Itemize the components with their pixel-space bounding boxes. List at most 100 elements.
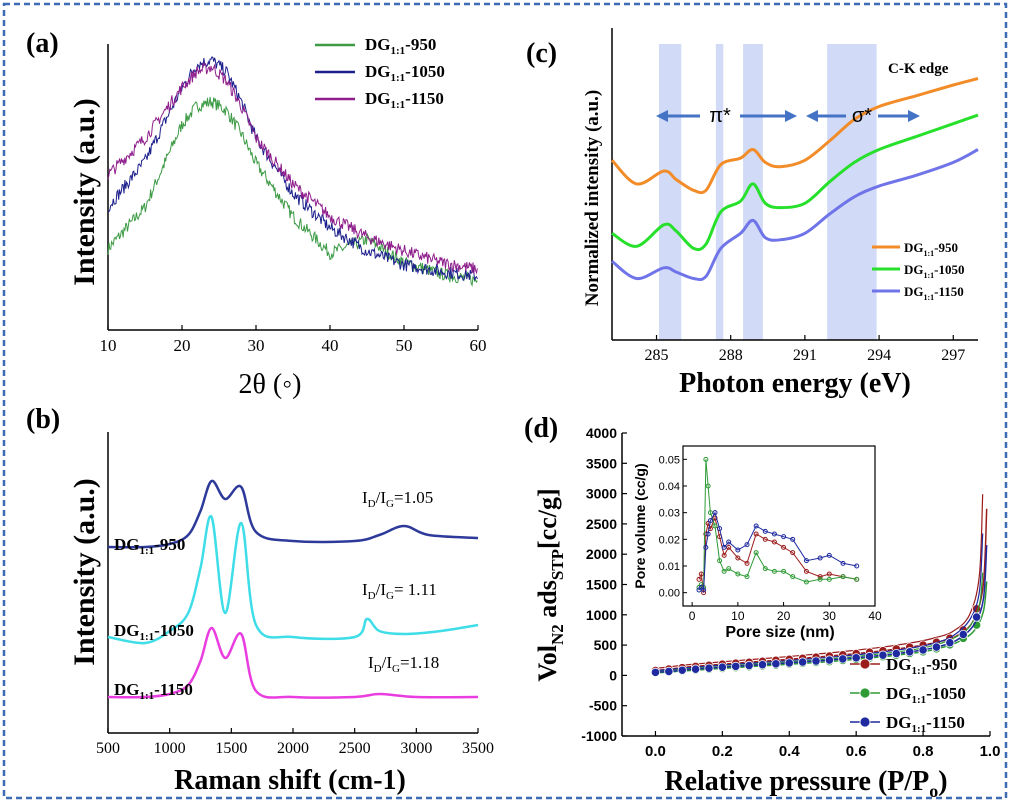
- inset-point-1: [803, 579, 809, 585]
- inset-line-1: [698, 459, 857, 589]
- legend-d-marker-2: [859, 716, 871, 728]
- panel-d-xtick-label-4: 0.8: [913, 743, 934, 760]
- raman-name-0: DG1:1-950: [114, 535, 185, 557]
- panel-d-ytick-label-2: 0: [609, 667, 617, 683]
- sigma-arrow-left-head: [806, 110, 818, 122]
- panel-c-xtick-label-0: 285: [645, 347, 669, 364]
- legend-c-label-1-main: DG: [904, 262, 924, 277]
- inset-point-0: [803, 568, 809, 574]
- inset-point-1: [703, 456, 709, 462]
- panel-c-xtick-label-1: 288: [719, 347, 743, 364]
- panel-c-xtick-label-2: 291: [793, 347, 817, 364]
- inset-point-2: [707, 518, 713, 524]
- isotherm-point-2: [972, 612, 982, 622]
- legend-d-label-2-sub: 1:1: [912, 723, 927, 735]
- legend-d-label-1-sub: 1:1: [912, 694, 927, 706]
- inset-xtick-label-0: 0: [689, 609, 696, 623]
- inset-point-1: [717, 558, 723, 564]
- inset-xtick-label-3: 30: [823, 609, 837, 623]
- raman-name-1-suffix: -1050: [154, 621, 194, 640]
- inset-ytick-label-4: 0.04: [659, 481, 680, 493]
- legend-a-label-0: DG1:1-950: [365, 35, 436, 57]
- legend-d-marker-1: [859, 687, 871, 699]
- panel-c: (c) 285 288 291 294 297 π* σ* C-K edge Photo…: [526, 28, 979, 399]
- raman-ratio-0-d: D: [368, 498, 376, 510]
- legend-c-label-2: DG1:1-1150: [904, 284, 964, 302]
- sigma-arrow-right-head: [908, 110, 920, 122]
- raman-ratio-2-g: G: [392, 663, 400, 675]
- panel-a-xtick-label-0: 10: [100, 336, 117, 355]
- legend-a-label-1-main: DG: [365, 62, 391, 81]
- inset-xtick-label-4: 40: [868, 609, 882, 623]
- legend-c-label-0-sub: 1:1: [924, 249, 935, 258]
- legend-c-label-0-main: DG: [904, 240, 924, 255]
- inset-point-0: [826, 571, 832, 577]
- legend-d-label-2-main: DG: [886, 713, 912, 732]
- inset-point-2: [840, 560, 846, 566]
- panel-d-inset: 0 10 20 30 40 0.00 0.01 0.02 0.03 0.04 0.05 Pore s…: [632, 445, 882, 641]
- raman-name-2-main: DG: [114, 680, 140, 699]
- nexafs-band-0: [658, 44, 682, 340]
- inset-ticks: 0 10 20 30 40 0.00 0.01 0.02 0.03 0.04 0.05: [659, 454, 882, 623]
- panel-a-xtick-label-4: 50: [396, 336, 413, 355]
- panel-c-arrows: π* σ*: [656, 105, 920, 127]
- raman-ratio-0: ID/IG=1.05: [362, 488, 433, 510]
- raman-ratio-0-i: I: [362, 488, 368, 507]
- inset-point-2: [726, 539, 732, 545]
- legend-a-label-2-suffix: -1150: [405, 89, 444, 108]
- inset-point-0: [735, 555, 741, 561]
- panel-a-xtick-label-1: 20: [174, 336, 191, 355]
- panel-c-label: (c): [526, 38, 557, 69]
- panel-d-ytick-label-1: -500: [589, 698, 617, 714]
- inset-point-2: [721, 544, 727, 550]
- panel-b-xtick-label-4: 2500: [339, 740, 371, 757]
- legend-c-label-1-sub: 1:1: [924, 271, 935, 280]
- inset-point-1: [726, 566, 732, 572]
- panel-b-xtick-label-2: 1500: [215, 740, 247, 757]
- inset-point-2: [753, 523, 759, 529]
- panel-a-xticks: 10 20 30 40 50 60: [100, 325, 487, 355]
- inset-point-2: [817, 555, 823, 561]
- isotherm-point-2: [851, 653, 861, 663]
- isotherm-point-2: [704, 663, 714, 673]
- legend-c-label-2-suffix: -1150: [934, 284, 964, 299]
- inset-xlabel: Pore size (nm): [725, 624, 834, 641]
- panel-d-ytick-label-7: 2500: [586, 516, 617, 532]
- isotherm-point-2: [891, 648, 901, 659]
- inset-xtick-label-2: 20: [777, 609, 791, 623]
- legend-a-label-1-sub: 1:1: [391, 72, 406, 84]
- legend-d-label-1-suffix: -1050: [926, 684, 966, 703]
- legend-c-label-1: DG1:1-1050: [904, 262, 965, 280]
- isotherm-point-2: [690, 664, 701, 674]
- inset-point-2: [826, 552, 832, 558]
- panel-d-ytick-label-6: 2000: [586, 546, 617, 562]
- inset-point-2: [854, 563, 860, 569]
- inset-point-2: [744, 542, 750, 548]
- panel-d-xtick-label-0: 0.0: [645, 743, 666, 760]
- inset-ytick-label-0: 0.00: [659, 588, 680, 600]
- raman-ratio-1-d: D: [368, 590, 376, 602]
- panel-d-xtick-label-5: 1.0: [980, 743, 1001, 760]
- isotherm-point-2: [784, 658, 794, 668]
- inset-line-2: [698, 511, 857, 592]
- inset-point-0: [744, 560, 750, 566]
- raman-ratio-2: ID/IG=1.18: [368, 653, 439, 675]
- nexafs-band-3: [827, 44, 877, 340]
- legend-d-label-2: DG1:1-1150: [886, 713, 965, 735]
- legend-a-label-0-suffix: -950: [405, 35, 436, 54]
- isotherm-point-2: [650, 667, 661, 677]
- raman-name-1: DG1:1-1050: [114, 621, 194, 643]
- nexafs-line-950: [610, 77, 979, 195]
- inset-ytick-label-3: 0.03: [659, 508, 680, 520]
- inset-point-2: [735, 547, 741, 553]
- isotherm-point-2: [811, 656, 821, 666]
- inset-point-1: [707, 510, 713, 516]
- inset-point-1: [790, 574, 796, 580]
- raman-line-1050: [107, 514, 479, 645]
- isotherm-point-2: [664, 666, 674, 677]
- legend-a-label-2: DG1:1-1150: [365, 89, 444, 111]
- pi-star-label: π*: [709, 105, 731, 127]
